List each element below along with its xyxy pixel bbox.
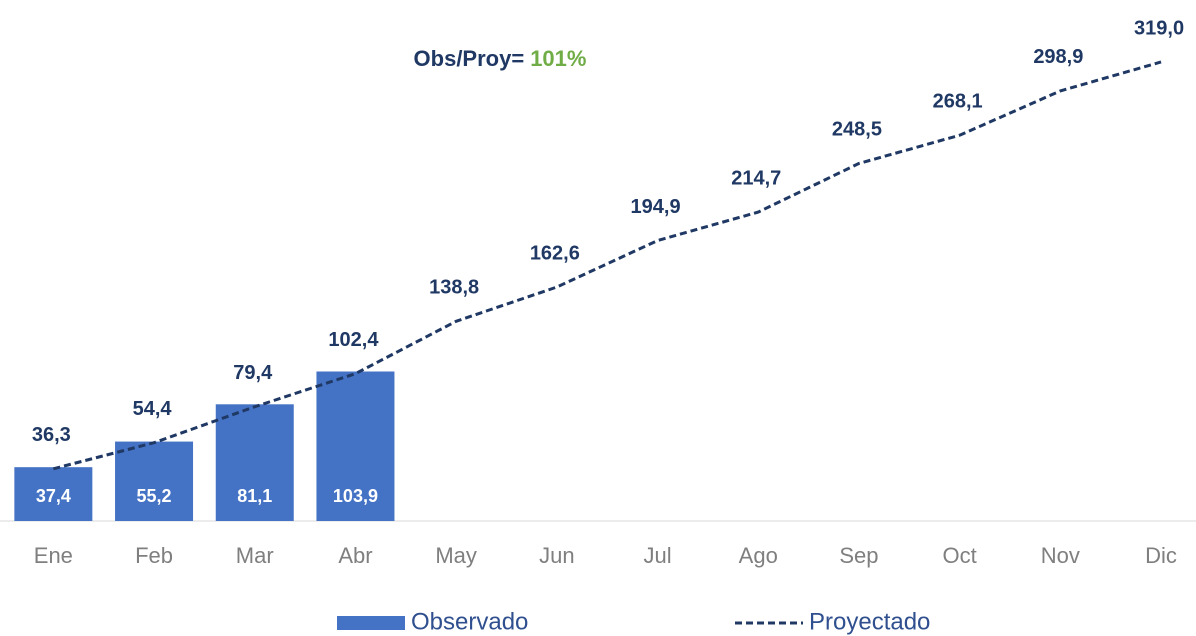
line-label: 194,9 [631,196,681,218]
x-tick-label: Dic [1145,543,1177,568]
line-label: 268,1 [933,91,983,113]
x-tick-label: May [435,543,477,568]
line-label: 319,0 [1134,17,1184,39]
bar-label: 103,9 [333,486,378,506]
bar [14,467,93,521]
x-tick-label: Nov [1041,543,1080,568]
line-label: 162,6 [530,242,580,264]
bar [115,441,194,521]
bar-label: 37,4 [36,486,71,506]
line [52,60,1162,471]
x-tick-label: Oct [943,543,977,568]
x-tick-label: Ene [34,543,73,568]
line-label: 138,8 [429,277,479,299]
annotation-value: 101% [530,46,586,71]
x-tick-label: Abr [338,543,372,568]
legend-label: Observado [411,608,528,635]
line-label: 54,4 [133,398,173,420]
line-label: 214,7 [731,167,781,189]
annotation: Obs/Proy= 101% [414,46,587,71]
legend-swatch [337,616,405,630]
line-label: 248,5 [832,119,882,141]
line-label: 79,4 [233,362,273,384]
x-tick-label: Mar [236,543,274,568]
line-label: 36,3 [32,424,71,446]
annotation-text: Obs/Proy= [414,46,525,71]
bar-label: 55,2 [137,486,172,506]
line-label: 298,9 [1033,46,1083,68]
x-tick-label: Sep [839,543,878,568]
x-tick-label: Ago [739,543,778,568]
line-label: 102,4 [328,329,379,351]
x-tick-label: Jul [643,543,671,568]
x-tick-label: Jun [539,543,574,568]
bar [215,404,294,521]
x-tick-label: Feb [135,543,173,568]
bar [316,371,395,521]
legend-label: Proyectado [809,608,930,635]
bar-label: 81,1 [237,486,272,506]
